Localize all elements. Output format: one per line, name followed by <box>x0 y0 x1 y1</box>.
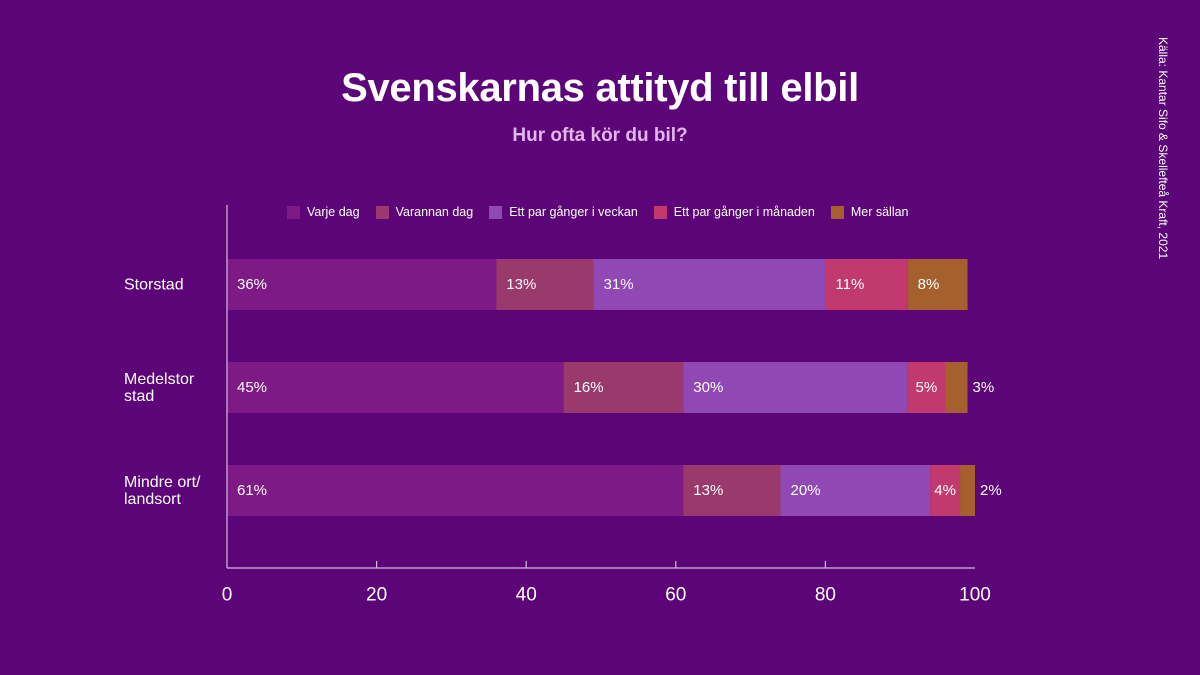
bar-segment <box>496 259 594 310</box>
data-label: 36% <box>237 276 267 293</box>
bar-segment <box>960 465 975 516</box>
legend-item: Varannan dag <box>375 204 474 220</box>
bar-row: 61% 13% 20% 4% 2% <box>227 465 1002 516</box>
data-label: 13% <box>506 276 536 293</box>
bar-segment <box>227 465 684 516</box>
data-label: 16% <box>574 379 604 396</box>
bar-row: 36% 13% 31% 11% 8% <box>227 259 968 310</box>
x-tick-label: 80 <box>815 585 836 606</box>
bar-row: 45% 16% 30% 5% 3% <box>227 362 994 413</box>
bar-segment <box>227 259 497 310</box>
legend-swatch <box>287 205 300 219</box>
bar-segment <box>907 259 968 310</box>
data-label: 13% <box>693 482 723 499</box>
legend-item: Varje dag <box>287 204 360 220</box>
bar-segment <box>825 259 908 310</box>
legend-swatch <box>830 205 844 219</box>
legend-label: Ett par gånger i veckan <box>509 205 638 219</box>
bar-segment <box>593 259 826 310</box>
legend-item: Mer sällan <box>830 204 909 220</box>
bar-segment <box>907 362 946 413</box>
bar-segment <box>683 465 781 516</box>
category-label: Storstad <box>124 276 184 293</box>
data-label: 45% <box>237 379 267 396</box>
bar-segment <box>227 362 564 413</box>
bar-segment <box>780 465 931 516</box>
data-label: 30% <box>693 379 723 396</box>
bar-segment <box>945 362 968 413</box>
legend-label: Varje dag <box>307 205 360 219</box>
category-label: Mindre ort/ landsort <box>124 473 201 508</box>
data-label: 11% <box>835 276 864 293</box>
legend-item: Ett par gånger i månaden <box>653 204 815 220</box>
legend-swatch <box>653 205 667 219</box>
bar-segment <box>930 465 961 516</box>
data-label: 2% <box>980 482 1002 499</box>
data-label: 4% <box>934 482 956 499</box>
legend-swatch <box>375 205 389 219</box>
chart-title: Svenskarnas attityd till elbil <box>341 66 859 110</box>
x-tick-label: 0 <box>222 585 233 606</box>
category-label: Medelstor stad <box>124 370 195 405</box>
legend-swatch <box>489 205 503 219</box>
legend-label: Mer sällan <box>850 205 909 219</box>
chart-subtitle: Hur ofta kör du bil? <box>512 125 688 146</box>
legend-item: Ett par gånger i veckan <box>489 204 638 220</box>
data-label: 3% <box>973 379 995 396</box>
data-label: 61% <box>237 482 267 499</box>
legend: Varje dag Varannan dag Ett par gånger i ve… <box>287 204 909 220</box>
bar-segment <box>683 362 908 413</box>
x-tick-label: 40 <box>516 585 537 606</box>
x-tick-label: 60 <box>665 585 686 606</box>
data-label: 8% <box>918 276 940 293</box>
legend-label: Varannan dag <box>395 205 474 219</box>
x-tick-label: 20 <box>366 585 387 606</box>
data-label: 20% <box>791 482 821 499</box>
data-label: 31% <box>604 276 634 293</box>
source-note: Källa: Kantar Sifo & Skellefteå Kraft, 2… <box>1156 37 1170 260</box>
x-tick-label: 100 <box>959 585 991 606</box>
bar-segment <box>563 362 684 413</box>
legend-label: Ett par gånger i månaden <box>673 205 815 219</box>
data-label: 5% <box>916 379 938 396</box>
